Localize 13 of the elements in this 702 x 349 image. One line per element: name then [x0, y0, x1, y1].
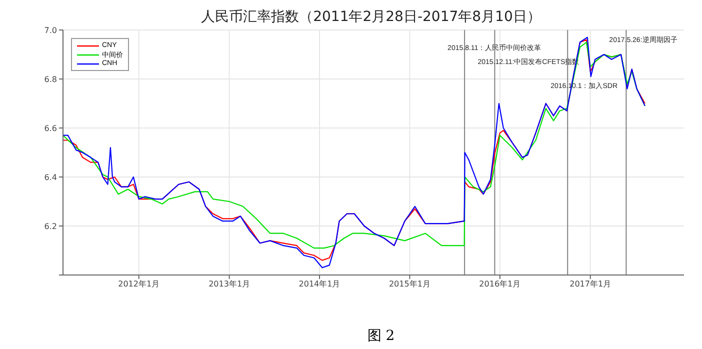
y-tick-label: 7.0 — [44, 26, 57, 35]
x-tick-label: 2017年1月 — [570, 280, 612, 289]
chart-title: 人民币汇率指数（2011年2月28日-2017年8月10日） — [200, 8, 542, 25]
y-tick-label: 6.8 — [44, 74, 57, 84]
x-tick-label: 2012年1月 — [118, 280, 160, 289]
y-tick-label: 6.6 — [44, 124, 57, 133]
x-tick-label: 2016年1月 — [479, 280, 521, 289]
x-tick-label: 2015年1月 — [388, 280, 430, 289]
x-tick-label: 2014年1月 — [298, 280, 340, 289]
caption: 图 2 — [366, 327, 396, 345]
y-tick-label: 6.2 — [44, 222, 57, 231]
y-tick-label: 6.4 — [44, 172, 57, 182]
x-tick-label: 2013年1月 — [208, 280, 250, 289]
